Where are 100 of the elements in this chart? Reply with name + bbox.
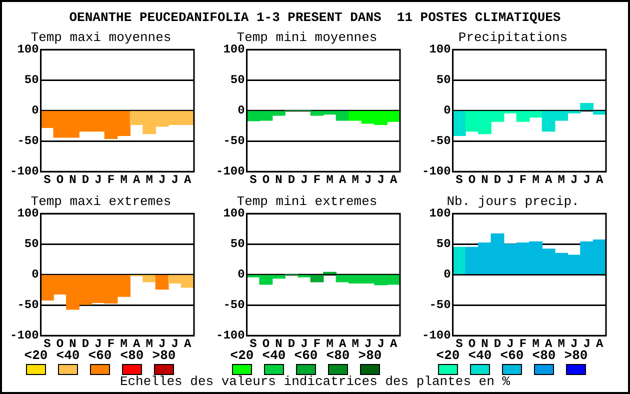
- x-tick-label: A: [184, 336, 192, 351]
- x-tick-label: J: [300, 172, 308, 187]
- x-tick-label: O: [468, 172, 476, 187]
- y-tick-label: 50: [24, 73, 39, 88]
- x-tick-label: O: [56, 336, 64, 351]
- x-tick-label: N: [69, 172, 76, 187]
- y-tick-label: 0: [32, 268, 39, 282]
- category-label: <80: [120, 348, 144, 363]
- x-tick-label: M: [326, 172, 334, 187]
- x-tick-label: M: [146, 336, 153, 351]
- x-tick-label: J: [506, 336, 514, 351]
- x-tick-label: A: [132, 172, 141, 187]
- x-tick-label: M: [146, 172, 153, 187]
- x-tick-label: N: [481, 172, 488, 187]
- y-tick-label: 0: [444, 104, 451, 118]
- x-tick-label: O: [262, 336, 270, 351]
- y-tick-label: 100: [223, 206, 245, 221]
- x-tick-label: N: [69, 336, 76, 351]
- x-tick-label: D: [82, 336, 90, 351]
- x-tick-label: J: [570, 172, 578, 187]
- x-tick-label: A: [544, 336, 553, 351]
- x-tick-label: M: [352, 336, 359, 351]
- x-tick-label: J: [583, 172, 590, 187]
- chart-title: Precipitations: [458, 30, 568, 46]
- x-tick-label: S: [44, 336, 51, 351]
- chart-title: Temp maxi moyennes: [30, 30, 172, 46]
- x-tick-label: J: [158, 336, 166, 351]
- x-tick-label: O: [262, 172, 270, 187]
- x-tick-label: J: [506, 172, 514, 187]
- y-tick-label: -50: [17, 134, 39, 148]
- x-tick-label: J: [171, 172, 178, 187]
- x-tick-label: S: [250, 336, 257, 351]
- category-label: <20: [436, 348, 460, 363]
- category-label: >80: [358, 348, 382, 363]
- x-tick-label: D: [494, 172, 502, 187]
- x-tick-label: A: [184, 172, 192, 187]
- x-tick-label: S: [456, 336, 463, 351]
- x-tick-label: D: [288, 172, 296, 187]
- x-tick-label: S: [250, 172, 257, 187]
- y-tick-label: 0: [32, 104, 39, 118]
- category-label: <40: [56, 348, 80, 363]
- text: Echelles des valeurs indicatrices des plantes en %: [118, 374, 512, 389]
- x-tick-label: J: [171, 336, 178, 351]
- category-label: <20: [23, 348, 49, 363]
- x-tick-label: J: [377, 336, 384, 351]
- category-label: <60: [87, 348, 113, 363]
- y-tick-label: -100: [216, 328, 245, 343]
- x-tick-label: S: [456, 172, 463, 187]
- category-label: <40: [468, 348, 492, 363]
- x-tick-label: M: [120, 172, 128, 187]
- x-tick-label: J: [583, 336, 590, 351]
- x-tick-label: F: [519, 336, 527, 351]
- x-tick-label: J: [364, 172, 372, 187]
- y-tick-label: 100: [17, 42, 39, 57]
- y-tick-label: -50: [223, 134, 245, 148]
- y-tick-label: -50: [17, 298, 39, 312]
- x-tick-label: J: [570, 336, 578, 351]
- y-tick-label: -100: [422, 328, 451, 343]
- x-tick-label: N: [481, 336, 488, 351]
- category-label: <20: [230, 348, 254, 363]
- x-tick-label: A: [596, 172, 604, 187]
- x-tick-label: J: [158, 172, 166, 187]
- x-tick-label: A: [544, 172, 553, 187]
- x-tick-label: M: [120, 336, 128, 351]
- y-tick-label: -50: [429, 298, 451, 312]
- y-tick-label: 0: [444, 268, 451, 282]
- x-tick-label: J: [94, 172, 102, 187]
- chart-title: Temp mini extremes: [236, 194, 378, 210]
- y-tick-label: 50: [436, 73, 451, 88]
- category-label: <40: [262, 348, 286, 363]
- category-label: <60: [294, 348, 318, 363]
- x-tick-label: A: [390, 172, 398, 187]
- text: OENANTHE PEUCEDANIFOLIA 1-3 PRESENT DANS 11 POSTES CLIMATIQUES: [68, 10, 562, 25]
- x-tick-label: A: [338, 172, 347, 187]
- x-tick-label: M: [352, 172, 359, 187]
- x-tick-label: N: [275, 336, 282, 351]
- category-label: <60: [500, 348, 524, 363]
- x-tick-label: J: [377, 172, 384, 187]
- y-tick-label: 50: [436, 237, 451, 252]
- y-tick-label: -50: [223, 298, 245, 312]
- category-label: <80: [532, 348, 556, 363]
- chart-title: Temp mini moyennes: [236, 30, 378, 46]
- category-label: >80: [151, 348, 177, 363]
- x-tick-label: D: [288, 336, 296, 351]
- x-tick-label: N: [275, 172, 282, 187]
- x-tick-label: A: [596, 336, 604, 351]
- y-tick-label: 100: [429, 206, 451, 221]
- y-tick-label: -100: [10, 328, 39, 343]
- y-tick-label: 0: [238, 104, 245, 118]
- y-tick-label: 0: [238, 268, 245, 282]
- x-tick-label: F: [107, 172, 115, 187]
- category-label: <80: [326, 348, 350, 363]
- y-tick-label: -100: [422, 164, 451, 179]
- x-tick-label: S: [44, 172, 51, 187]
- x-tick-label: M: [558, 172, 565, 187]
- x-tick-label: M: [558, 336, 565, 351]
- y-tick-label: 100: [17, 206, 39, 221]
- chart-title: Temp maxi extremes: [30, 194, 172, 210]
- y-tick-label: 100: [429, 42, 451, 57]
- x-tick-label: M: [532, 336, 540, 351]
